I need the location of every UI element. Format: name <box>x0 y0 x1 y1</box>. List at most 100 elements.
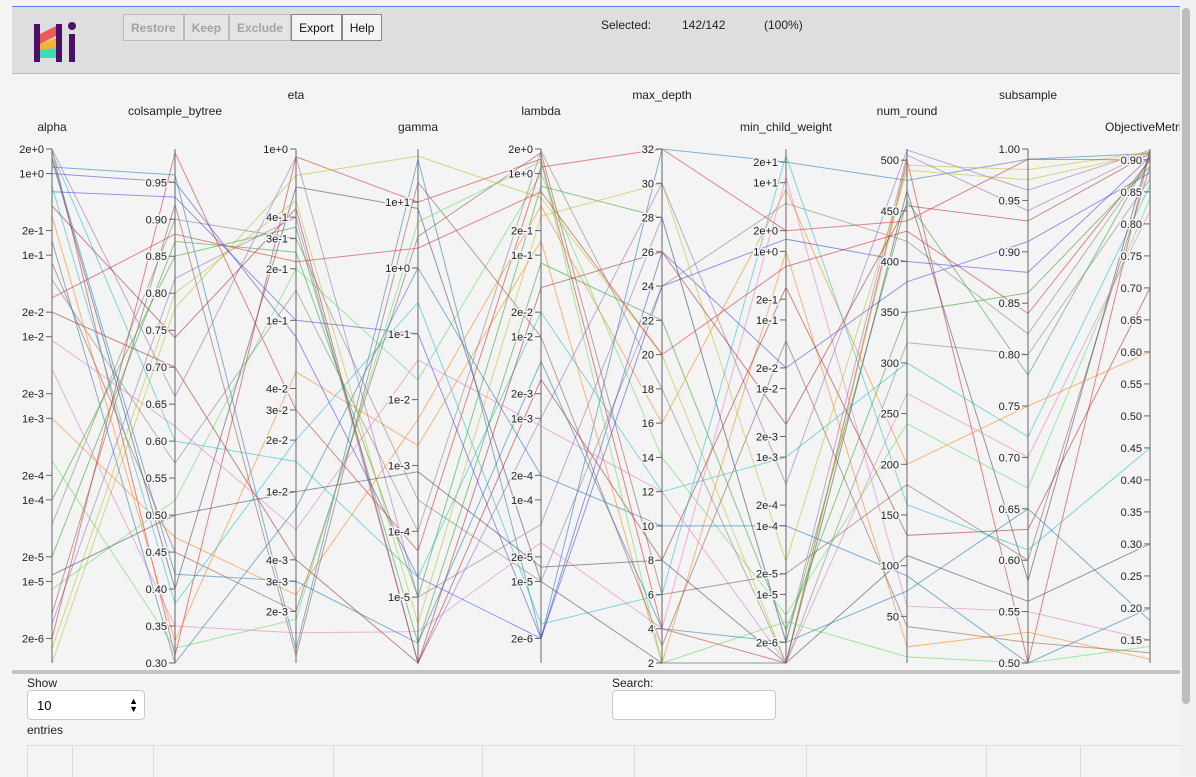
tick-label: 2e-5 <box>511 552 533 564</box>
entries-select[interactable]: 10 ▲ ▼ <box>27 690 145 720</box>
table-column[interactable] <box>333 746 334 777</box>
tick-label: 1e+1 <box>753 178 778 190</box>
axis-title[interactable]: eta <box>288 88 305 102</box>
axis-title[interactable]: min_child_weight <box>740 120 833 134</box>
axis-min_child_weight[interactable]: min_child_weight 2e+1 1e+1 2e+0 1e+0 2e-1 1e-1… <box>740 120 833 663</box>
tick-label: 0.20 <box>1121 603 1142 615</box>
tick-label: 0.80 <box>146 288 167 300</box>
data-line[interactable] <box>51 159 1151 356</box>
data-line[interactable] <box>51 149 1151 665</box>
table-column[interactable] <box>986 746 987 777</box>
table-column[interactable] <box>806 746 807 777</box>
tick-label: 3e-3 <box>266 576 288 588</box>
tick-label: 1e-5 <box>22 576 44 588</box>
tick-label: 0.45 <box>1121 443 1142 455</box>
tick-label: 0.70 <box>1121 283 1142 295</box>
scrollbar-thumb[interactable] <box>1182 8 1190 704</box>
tick-label: 0.85 <box>999 298 1020 310</box>
axis-eta[interactable]: eta 1e+0 4e-1 3e-1 2e-1 1e-1 4e-2 3e-2 2e-2 1e-2 4… <box>262 88 305 663</box>
axis-lambda[interactable]: lambda 2e+0 1e+0 2e-1 1e-1 2e-2 1e-2 2e-3 1e-3 2e… <box>507 104 561 663</box>
help-button[interactable]: Help <box>341 14 383 41</box>
data-line[interactable] <box>51 148 1151 650</box>
tick-label: 24 <box>642 281 654 293</box>
tick-label: 1e-2 <box>266 487 288 499</box>
data-line[interactable] <box>51 150 1151 664</box>
data-line[interactable] <box>51 156 1151 645</box>
table-column[interactable] <box>1080 746 1081 777</box>
axis-title[interactable]: subsample <box>999 88 1057 102</box>
data-line[interactable] <box>51 148 1151 645</box>
keep-button[interactable]: Keep <box>183 14 230 41</box>
tick-label: 2e+0 <box>753 226 778 238</box>
axis-title[interactable]: num_round <box>877 104 938 118</box>
tick-label: 1e-1 <box>511 250 533 262</box>
axis-title[interactable]: lambda <box>521 104 561 118</box>
axis-title[interactable]: colsample_bytree <box>128 104 222 118</box>
axis-title[interactable]: gamma <box>398 120 438 134</box>
axis-colsample_bytree[interactable]: colsample_bytree 0.95 0.90 0.85 0.80 0.75 0.70… <box>128 104 222 670</box>
tick-label: 2e-2 <box>756 363 778 375</box>
axis-title[interactable]: alpha <box>37 120 67 134</box>
polylines[interactable] <box>51 148 1151 665</box>
tick-label: 1e-5 <box>388 592 410 604</box>
tick-label: 0.30 <box>146 658 167 670</box>
tick-label: 0.65 <box>1121 315 1142 327</box>
data-line[interactable] <box>51 156 1151 644</box>
data-line[interactable] <box>51 151 1151 613</box>
data-line[interactable] <box>51 153 1151 625</box>
axis-ObjectiveMetric[interactable]: ObjectiveMetric - 0.90 0.85 0.80 0.75 0.70 0.6… <box>1105 120 1180 663</box>
tick-label: 0.40 <box>1121 475 1142 487</box>
data-line[interactable] <box>51 149 1151 665</box>
data-line[interactable] <box>51 153 1151 665</box>
axis-alpha[interactable]: alpha 2e+0 1e+0 2e-1 1e-1 2e-2 1e-2 2e-3 1e-3 2e-… <box>18 120 67 663</box>
data-line[interactable] <box>51 216 1151 665</box>
data-line[interactable] <box>51 148 1151 639</box>
data-line[interactable] <box>51 152 1151 579</box>
tick-label: 150 <box>881 510 899 522</box>
tick-label: 8 <box>648 555 654 567</box>
data-line[interactable] <box>51 172 1151 640</box>
axis-subsample[interactable]: subsample 1.00 0.95 0.90 0.85 0.80 0.75 0.70 0.6… <box>997 88 1058 670</box>
data-line[interactable] <box>51 240 1151 665</box>
tick-label: 0.75 <box>146 325 167 337</box>
tick-label: 3e-2 <box>266 405 288 417</box>
table-column[interactable] <box>634 746 635 777</box>
data-line[interactable] <box>51 286 1151 664</box>
axis-title[interactable]: ObjectiveMetric - <box>1105 120 1180 134</box>
axis-gamma[interactable]: gamma 1e+1 1e+0 1e-1 1e-2 1e-3 1e-4 1e-5 <box>384 120 438 663</box>
resize-divider[interactable] <box>12 670 1180 674</box>
data-line[interactable] <box>51 152 1151 649</box>
axis-title[interactable]: max_depth <box>632 88 691 102</box>
data-line[interactable] <box>51 151 1151 665</box>
tick-label: 1e-5 <box>511 576 533 588</box>
tick-label: 0.65 <box>999 504 1020 516</box>
export-button[interactable]: Export <box>291 14 342 41</box>
tick-label: 4e-1 <box>266 212 288 224</box>
data-line[interactable] <box>51 181 1151 658</box>
data-line[interactable] <box>51 159 1151 583</box>
table-column[interactable] <box>153 746 154 777</box>
parallel-coordinates-plot[interactable]: alpha 2e+0 1e+0 2e-1 1e-1 2e-2 1e-2 2e-3 1e-3 2e-… <box>12 74 1180 670</box>
exclude-button[interactable]: Exclude <box>229 14 292 41</box>
axis-max_depth[interactable]: max_depth 32 30 28 26 24 22 20 18 16 14 12 10 8 6 4 2 <box>632 88 691 670</box>
tick-label: 450 <box>881 206 899 218</box>
data-line[interactable] <box>51 210 1151 664</box>
data-line[interactable] <box>51 175 1151 641</box>
data-line[interactable] <box>51 471 1151 664</box>
search-input[interactable] <box>612 690 776 720</box>
data-line[interactable] <box>51 165 1151 645</box>
tick-label: 100 <box>881 561 899 573</box>
data-line[interactable] <box>51 156 1151 640</box>
restore-button[interactable]: Restore <box>123 14 184 41</box>
tick-label: 300 <box>881 358 899 370</box>
tick-label: 22 <box>642 315 654 327</box>
data-line[interactable] <box>51 160 1151 664</box>
table-column[interactable] <box>72 746 73 777</box>
tick-label: 1e-2 <box>511 332 533 344</box>
tick-label: 1e-5 <box>756 589 778 601</box>
axis-num_round[interactable]: num_round 500 450 400 350 300 250 200 150 100 50 <box>877 104 938 663</box>
accent-line <box>12 6 1180 7</box>
table-column[interactable] <box>482 746 483 777</box>
data-line[interactable] <box>51 188 1151 596</box>
tick-label: 1e+0 <box>263 144 288 156</box>
